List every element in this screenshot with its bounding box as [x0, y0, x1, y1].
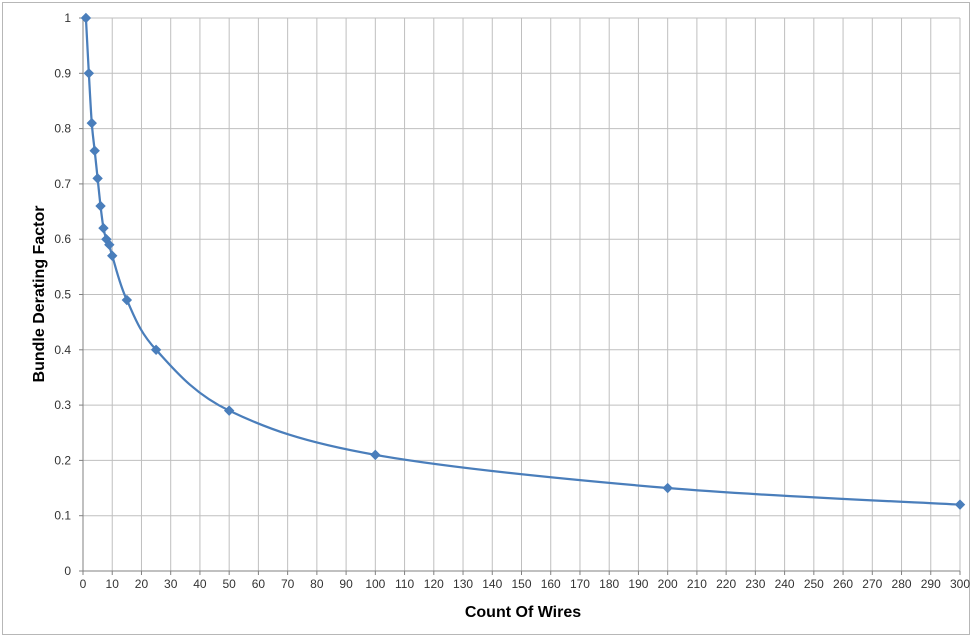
data-point-marker [223, 405, 235, 416]
data-point-marker [121, 294, 133, 306]
data-point-marker [92, 173, 103, 184]
x-tick-label: 40 [193, 577, 207, 591]
x-tick-label: 70 [281, 577, 295, 591]
y-tick-label: 1 [64, 11, 71, 25]
data-point-marker [104, 239, 115, 250]
gridlines [83, 17, 961, 571]
data-point-marker [95, 200, 106, 212]
data-point-marker [150, 344, 162, 356]
data-point-marker [83, 68, 95, 79]
x-tick-label: 20 [135, 577, 149, 591]
x-tick-label: 30 [164, 577, 178, 591]
x-tick-label: 200 [658, 577, 678, 591]
x-tick-label: 270 [862, 577, 882, 591]
y-tick-label: 0.7 [54, 177, 71, 191]
x-tick-label: 220 [716, 577, 736, 591]
data-point-marker [86, 117, 97, 129]
series-line [84, 17, 961, 506]
x-tick-label: 90 [339, 577, 353, 591]
x-tick-label: 190 [628, 577, 648, 591]
y-tick-label: 0 [64, 564, 71, 578]
data-point-marker [98, 222, 109, 234]
x-tick-label: 210 [687, 577, 707, 591]
x-axis-title: Count Of Wires [465, 604, 581, 621]
x-tick-label: 100 [365, 577, 385, 591]
x-tick-label: 130 [453, 577, 473, 591]
x-tick-label: 170 [570, 577, 590, 591]
x-tick-label: 10 [106, 577, 120, 591]
y-axis-title: Bundle Derating Factor [31, 206, 48, 383]
x-tick-label: 240 [775, 577, 795, 591]
x-tick-label: 160 [541, 577, 561, 591]
y-tick-label: 0.3 [54, 398, 71, 412]
x-tick-label: 290 [921, 577, 941, 591]
data-point-marker [370, 449, 381, 461]
y-tick-label: 0.2 [54, 453, 71, 467]
y-tick-label: 0.6 [54, 232, 71, 246]
x-tick-label: 50 [222, 577, 236, 591]
x-tick-label: 230 [745, 577, 765, 591]
x-tick-label: 60 [252, 577, 266, 591]
y-tick-labels: 0 0.1 0.2 0.3 0.4 0.5 0.6 0.7 0.8 0.9 1 [54, 11, 71, 578]
data-point-marker [107, 250, 118, 261]
y-tick-label: 0.1 [54, 509, 71, 523]
x-tick-label: 280 [892, 577, 912, 591]
y-tick-label: 0.8 [54, 122, 71, 136]
y-tick-label: 0.9 [54, 66, 71, 80]
x-tick-label: 300 [950, 577, 970, 591]
data-point-marker [89, 145, 100, 156]
data-point-marker [662, 482, 673, 494]
x-tick-label: 110 [395, 577, 414, 591]
x-tick-label: 140 [482, 577, 502, 591]
x-tick-labels: 0 10 20 30 40 50 60 70 80 90 100 110 120 130 140 150 160… [80, 577, 971, 591]
y-tick-label: 0.5 [54, 288, 71, 302]
x-tick-label: 250 [804, 577, 824, 591]
data-point-marker [80, 12, 92, 24]
x-tick-label: 150 [511, 577, 531, 591]
x-tick-label: 180 [599, 577, 619, 591]
axes [79, 17, 961, 575]
x-tick-label: 260 [833, 577, 853, 591]
series [80, 12, 966, 510]
x-tick-label: 120 [424, 577, 444, 591]
x-tick-label: 0 [80, 577, 87, 591]
data-point-marker [954, 499, 966, 510]
y-tick-label: 0.4 [54, 343, 71, 357]
x-tick-label: 80 [310, 577, 324, 591]
